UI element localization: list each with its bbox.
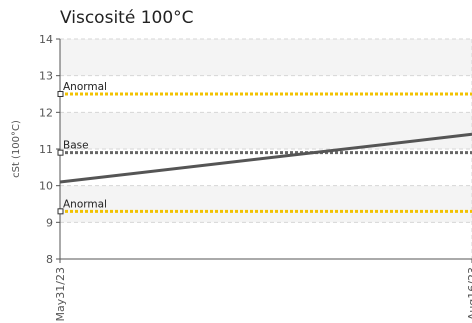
y-tick-label: 9: [46, 216, 53, 229]
series-line: [59, 132, 472, 184]
y-tick-label: 12: [39, 106, 53, 119]
plot-band: [60, 222, 472, 259]
y-axis-title: cSt (100°C): [11, 120, 22, 178]
y-tick-label: 14: [39, 33, 53, 46]
y-tick-label: 8: [46, 253, 53, 266]
y-tick-label: 10: [39, 180, 53, 193]
y-tick-label: 11: [39, 143, 53, 156]
x-tick-label: May31/23: [54, 267, 67, 321]
plot-band: [60, 149, 472, 186]
reference-label: Anormal: [63, 81, 107, 93]
x-tick-label: Aug16/23: [466, 267, 472, 320]
plot-band: [60, 185, 472, 223]
plot-band: [60, 112, 472, 149]
reference-marker: [57, 91, 64, 97]
reference-marker: [57, 208, 64, 215]
chart-title: Viscosité 100°C: [60, 8, 194, 28]
reference-label: Anormal: [63, 198, 107, 210]
reference-label: Base: [63, 140, 89, 152]
reference-marker: [57, 149, 64, 156]
y-tick-label: 13: [39, 70, 53, 83]
plot-band: [60, 39, 472, 76]
